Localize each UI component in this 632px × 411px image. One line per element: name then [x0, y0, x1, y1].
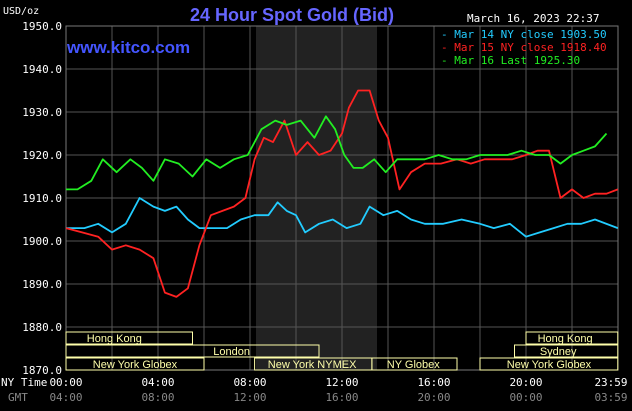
- chart-title: 24 Hour Spot Gold (Bid): [190, 5, 394, 25]
- y-tick-label: 1880.0: [22, 321, 62, 334]
- y-tick-label: 1890.0: [22, 278, 62, 291]
- gmt-time-tick: 08:00: [141, 391, 174, 404]
- market-hours-bar: [479, 357, 619, 371]
- series-line-0: [66, 197, 619, 238]
- ny-time-tick: 20:00: [509, 376, 542, 389]
- series-line-2: [66, 115, 608, 191]
- market-label: Hong Kong: [87, 333, 142, 345]
- legend-item-mar14: - Mar 14 NY close 1903.50: [441, 28, 607, 41]
- market-hours-bars: Hong Kong London New York Globex New York N…: [65, 331, 619, 371]
- series-layer: [65, 89, 619, 298]
- site-link[interactable]: www.kitco.com: [67, 38, 191, 57]
- ny-time-tick: 00:00: [49, 376, 82, 389]
- legend-label-mar16: Mar 16 Last 1925.30: [454, 54, 581, 67]
- gmt-time-tick: 00:00: [509, 391, 542, 404]
- axis-labels: 1950.0 1940.0 1930.0 1920.0 1910.0 1900.0 1890…: [1, 20, 628, 404]
- y-tick-label: 1920.0: [22, 149, 62, 162]
- market-label: New York Globex: [93, 359, 178, 371]
- unit-label: USD/oz: [3, 6, 40, 17]
- market-hours-bar: [514, 344, 619, 358]
- ny-time-tick: 23:59: [594, 376, 627, 389]
- market-label: NY Globex: [387, 359, 440, 371]
- gmt-time-tick: 12:00: [233, 391, 266, 404]
- market-hours-bar: [65, 331, 193, 345]
- legend-label-mar14: Mar 14 NY close 1903.50: [454, 28, 607, 41]
- y-tick-label: 1870.0: [22, 364, 62, 377]
- market-hours-bar: [65, 357, 205, 371]
- market-hours-bar: [65, 344, 320, 358]
- market-label: New York NYMEX: [268, 359, 357, 371]
- ny-time-tick: 04:00: [141, 376, 174, 389]
- gmt-time-tick: 03:59: [594, 391, 627, 404]
- legend-swatch-mar14: -: [441, 28, 448, 41]
- market-hours-bar: [371, 357, 458, 371]
- y-tick-label: 1910.0: [22, 192, 62, 205]
- y-tick-label: 1940.0: [22, 63, 62, 76]
- legend-item-mar16: - Mar 16 Last 1925.30: [441, 54, 580, 67]
- ny-time-tick: 12:00: [325, 376, 358, 389]
- ny-time-tick: 08:00: [233, 376, 266, 389]
- time-axis-ny-name: NY Time: [1, 376, 47, 389]
- market-hours-bar: [525, 331, 619, 345]
- market-label: London: [213, 346, 250, 358]
- ny-time-tick: 16:00: [417, 376, 450, 389]
- y-tick-label: 1930.0: [22, 106, 62, 119]
- grid-layer: [65, 25, 619, 371]
- gmt-time-tick: 04:00: [49, 391, 82, 404]
- market-label: New York Globex: [507, 359, 592, 371]
- time-axis-gmt-name: GMT: [8, 391, 28, 404]
- gmt-time-tick: 16:00: [325, 391, 358, 404]
- legend-label-mar15: Mar 15 NY close 1918.40: [454, 41, 607, 54]
- timestamp: March 16, 2023 22:37: [467, 12, 600, 25]
- y-tick-label: 1900.0: [22, 235, 62, 248]
- legend-swatch-mar15: -: [441, 41, 448, 54]
- legend-swatch-mar16: -: [441, 54, 448, 67]
- y-tick-label: 1950.0: [22, 20, 62, 33]
- market-label: Sydney: [540, 346, 577, 358]
- gmt-time-tick: 20:00: [417, 391, 450, 404]
- market-label: Hong Kong: [538, 333, 593, 345]
- legend-item-mar15: - Mar 15 NY close 1918.40: [441, 41, 607, 54]
